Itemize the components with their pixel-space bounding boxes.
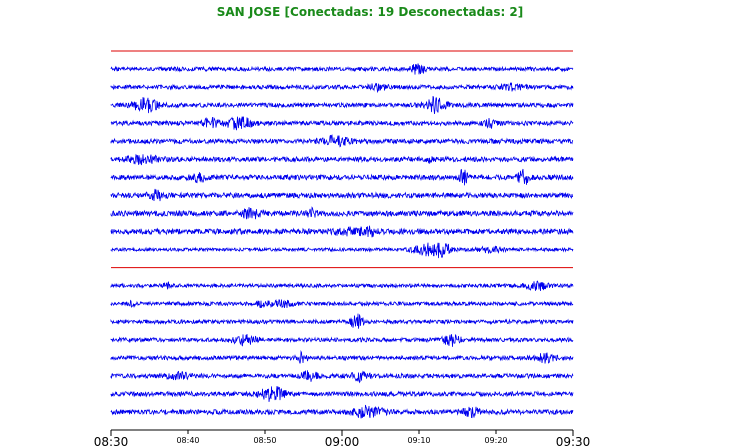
trace-waveform (110, 82, 574, 94)
trace-waveform (110, 370, 574, 384)
x-tick-label-minor: 09:10 (407, 436, 430, 445)
trace-waveform (110, 280, 574, 292)
trace-waveform (110, 63, 574, 75)
x-tick-label-major: 08:30 (94, 435, 129, 448)
x-tick-label-major: 09:30 (556, 435, 591, 448)
trace-waveform (110, 188, 574, 202)
trace-waveform (110, 134, 574, 148)
chart-title: SAN JOSE [Conectadas: 19 Desconectadas: … (216, 5, 524, 19)
trace-waveform (110, 206, 574, 220)
trace-waveform (110, 313, 574, 329)
trace-waveform (110, 404, 574, 419)
trace-waveform (110, 333, 574, 347)
x-tick-label-minor: 08:40 (176, 436, 199, 445)
trace-waveform (110, 349, 574, 365)
x-tick-label-major: 09:00 (325, 435, 360, 448)
trace-waveform (110, 116, 574, 131)
trace-waveform (110, 168, 574, 186)
trace-waveform (110, 386, 574, 402)
trace-waveform (110, 96, 574, 114)
trace-waveform (110, 242, 574, 259)
x-tick-label-minor: 09:20 (484, 436, 507, 445)
trace-waveform (110, 153, 574, 166)
trace-waveform (110, 299, 574, 309)
trace-waveform (110, 225, 574, 238)
x-tick-label-minor: 08:50 (253, 436, 276, 445)
